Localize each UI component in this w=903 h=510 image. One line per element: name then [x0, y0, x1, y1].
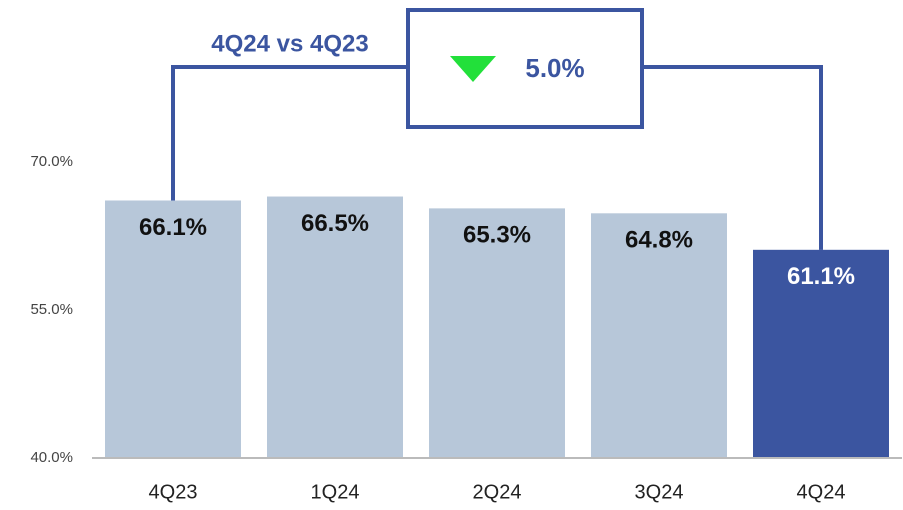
bar [267, 196, 403, 459]
comparison-box [406, 8, 644, 129]
bar [105, 200, 241, 459]
y-tick-label: 55.0% [30, 301, 73, 318]
value-label: 66.5% [301, 210, 369, 237]
value-label: 61.1% [787, 263, 855, 290]
value-label: 64.8% [625, 227, 693, 254]
x-tick-label: 1Q24 [311, 481, 360, 503]
x-tick-label: 4Q24 [797, 481, 846, 503]
value-label: 66.1% [139, 214, 207, 241]
connector [642, 65, 823, 250]
connector [171, 65, 408, 201]
x-tick-label: 4Q23 [149, 481, 198, 503]
y-tick-label: 40.0% [30, 449, 73, 466]
y-tick-label: 70.0% [30, 153, 73, 170]
value-label: 65.3% [463, 222, 531, 249]
x-tick-label: 2Q24 [473, 481, 522, 503]
comparison-value: 5.0% [525, 53, 584, 83]
bar [429, 208, 565, 458]
bar [753, 249, 889, 458]
x-tick-label: 3Q24 [635, 481, 684, 503]
comparison-label: 4Q24 vs 4Q23 [211, 30, 368, 57]
change-arrow [450, 56, 496, 82]
bar [591, 213, 727, 458]
